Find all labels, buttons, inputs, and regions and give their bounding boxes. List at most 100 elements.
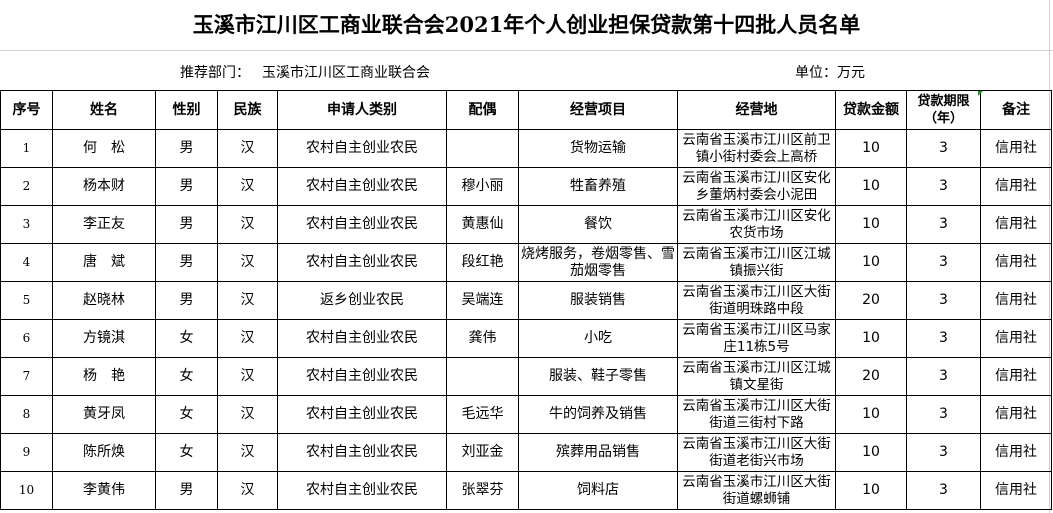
cell-gender[interactable]: 男 [155,167,218,206]
cell-seq[interactable]: 8 [0,395,53,434]
cell-spouse[interactable] [446,129,519,168]
cell-gender[interactable]: 男 [155,281,218,320]
cell-seq[interactable]: 2 [0,167,53,206]
cell-name[interactable]: 杨本财 [52,167,156,206]
cell-name[interactable]: 李正友 [52,205,156,244]
cell-loan-amount[interactable]: 10 [835,243,907,282]
cell-seq[interactable]: 10 [0,471,53,510]
cell-business[interactable]: 货物运输 [518,129,678,168]
cell-ethnicity[interactable]: 汉 [217,129,278,168]
cell-name[interactable]: 李黄伟 [52,471,156,510]
cell-seq[interactable]: 3 [0,205,53,244]
cell-business[interactable]: 烧烤服务，卷烟零售、雪茄烟零售 [518,243,678,282]
cell-ethnicity[interactable]: 汉 [217,471,278,510]
cell-ethnicity[interactable]: 汉 [217,319,278,358]
cell-applicant-type[interactable]: 农村自主创业农民 [277,167,447,206]
cell-applicant-type[interactable]: 农村自主创业农民 [277,433,447,472]
cell-business[interactable]: 服装、鞋子零售 [518,357,678,396]
cell-gender[interactable]: 男 [155,243,218,282]
cell-ethnicity[interactable]: 汉 [217,243,278,282]
cell-gender[interactable]: 女 [155,433,218,472]
cell-spouse[interactable]: 毛远华 [446,395,519,434]
cell-location[interactable]: 云南省玉溪市江川区前卫镇小街村委会上高桥 [677,129,836,168]
cell-applicant-type[interactable]: 农村自主创业农民 [277,319,447,358]
cell-seq[interactable]: 1 [0,129,53,168]
cell-seq[interactable]: 5 [0,281,53,320]
cell-name[interactable]: 方镜淇 [52,319,156,358]
cell-remark[interactable]: 信用社 [980,243,1052,282]
cell-loan-term[interactable]: 3 [906,319,981,358]
cell-ethnicity[interactable]: 汉 [217,167,278,206]
cell-applicant-type[interactable]: 农村自主创业农民 [277,471,447,510]
cell-loan-amount[interactable]: 20 [835,357,907,396]
cell-seq[interactable]: 6 [0,319,53,358]
cell-business[interactable]: 小吃 [518,319,678,358]
cell-loan-amount[interactable]: 10 [835,205,907,244]
cell-seq[interactable]: 9 [0,433,53,472]
cell-seq[interactable]: 4 [0,243,53,282]
cell-remark[interactable]: 信用社 [980,281,1052,320]
cell-gender[interactable]: 男 [155,471,218,510]
cell-loan-amount[interactable]: 10 [835,395,907,434]
cell-seq[interactable]: 7 [0,357,53,396]
cell-applicant-type[interactable]: 农村自主创业农民 [277,395,447,434]
cell-ethnicity[interactable]: 汉 [217,433,278,472]
cell-remark[interactable]: 信用社 [980,167,1052,206]
cell-spouse[interactable]: 穆小丽 [446,167,519,206]
cell-location[interactable]: 云南省玉溪市江川区大街街道明珠路中段 [677,281,836,320]
cell-loan-term[interactable]: 3 [906,281,981,320]
cell-loan-amount[interactable]: 10 [835,319,907,358]
cell-remark[interactable]: 信用社 [980,471,1052,510]
cell-spouse[interactable]: 龚伟 [446,319,519,358]
cell-location[interactable]: 云南省玉溪市江川区大街街道老街兴市场 [677,433,836,472]
cell-remark[interactable]: 信用社 [980,129,1052,168]
cell-loan-amount[interactable]: 10 [835,433,907,472]
cell-loan-amount[interactable]: 10 [835,129,907,168]
cell-spouse[interactable]: 黄惠仙 [446,205,519,244]
cell-location[interactable]: 云南省玉溪市江川区安化农货市场 [677,205,836,244]
cell-location[interactable]: 云南省玉溪市江川区江城镇文星街 [677,357,836,396]
cell-ethnicity[interactable]: 汉 [217,205,278,244]
cell-name[interactable]: 唐 斌 [52,243,156,282]
cell-gender[interactable]: 男 [155,129,218,168]
cell-loan-amount[interactable]: 10 [835,167,907,206]
cell-applicant-type[interactable]: 农村自主创业农民 [277,357,447,396]
cell-name[interactable]: 杨 艳 [52,357,156,396]
cell-applicant-type[interactable]: 农村自主创业农民 [277,205,447,244]
cell-name[interactable]: 何 松 [52,129,156,168]
cell-spouse[interactable] [446,357,519,396]
cell-gender[interactable]: 女 [155,357,218,396]
cell-ethnicity[interactable]: 汉 [217,395,278,434]
cell-loan-term[interactable]: 3 [906,167,981,206]
cell-location[interactable]: 云南省玉溪市江川区大街街道螺蛳铺 [677,471,836,510]
cell-gender[interactable]: 男 [155,205,218,244]
cell-loan-term[interactable]: 3 [906,433,981,472]
cell-loan-amount[interactable]: 10 [835,471,907,510]
cell-gender[interactable]: 女 [155,395,218,434]
cell-business[interactable]: 服装销售 [518,281,678,320]
cell-location[interactable]: 云南省玉溪市江川区安化乡董炳村委会小泥田 [677,167,836,206]
cell-business[interactable]: 餐饮 [518,205,678,244]
cell-loan-term[interactable]: 3 [906,395,981,434]
cell-ethnicity[interactable]: 汉 [217,357,278,396]
cell-remark[interactable]: 信用社 [980,395,1052,434]
cell-name[interactable]: 陈所焕 [52,433,156,472]
cell-loan-term[interactable]: 3 [906,129,981,168]
cell-business[interactable]: 牲畜养殖 [518,167,678,206]
cell-name[interactable]: 赵晓林 [52,281,156,320]
cell-loan-term[interactable]: 3 [906,471,981,510]
cell-spouse[interactable]: 段红艳 [446,243,519,282]
cell-remark[interactable]: 信用社 [980,433,1052,472]
cell-remark[interactable]: 信用社 [980,205,1052,244]
cell-applicant-type[interactable]: 农村自主创业农民 [277,243,447,282]
cell-loan-term[interactable]: 3 [906,243,981,282]
cell-gender[interactable]: 女 [155,319,218,358]
cell-loan-term[interactable]: 3 [906,205,981,244]
cell-business[interactable]: 饲料店 [518,471,678,510]
cell-ethnicity[interactable]: 汉 [217,281,278,320]
cell-applicant-type[interactable]: 农村自主创业农民 [277,129,447,168]
cell-business[interactable]: 殡葬用品销售 [518,433,678,472]
cell-business[interactable]: 牛的饲养及销售 [518,395,678,434]
cell-location[interactable]: 云南省玉溪市江川区大街街道三街村下路 [677,395,836,434]
cell-remark[interactable]: 信用社 [980,319,1052,358]
